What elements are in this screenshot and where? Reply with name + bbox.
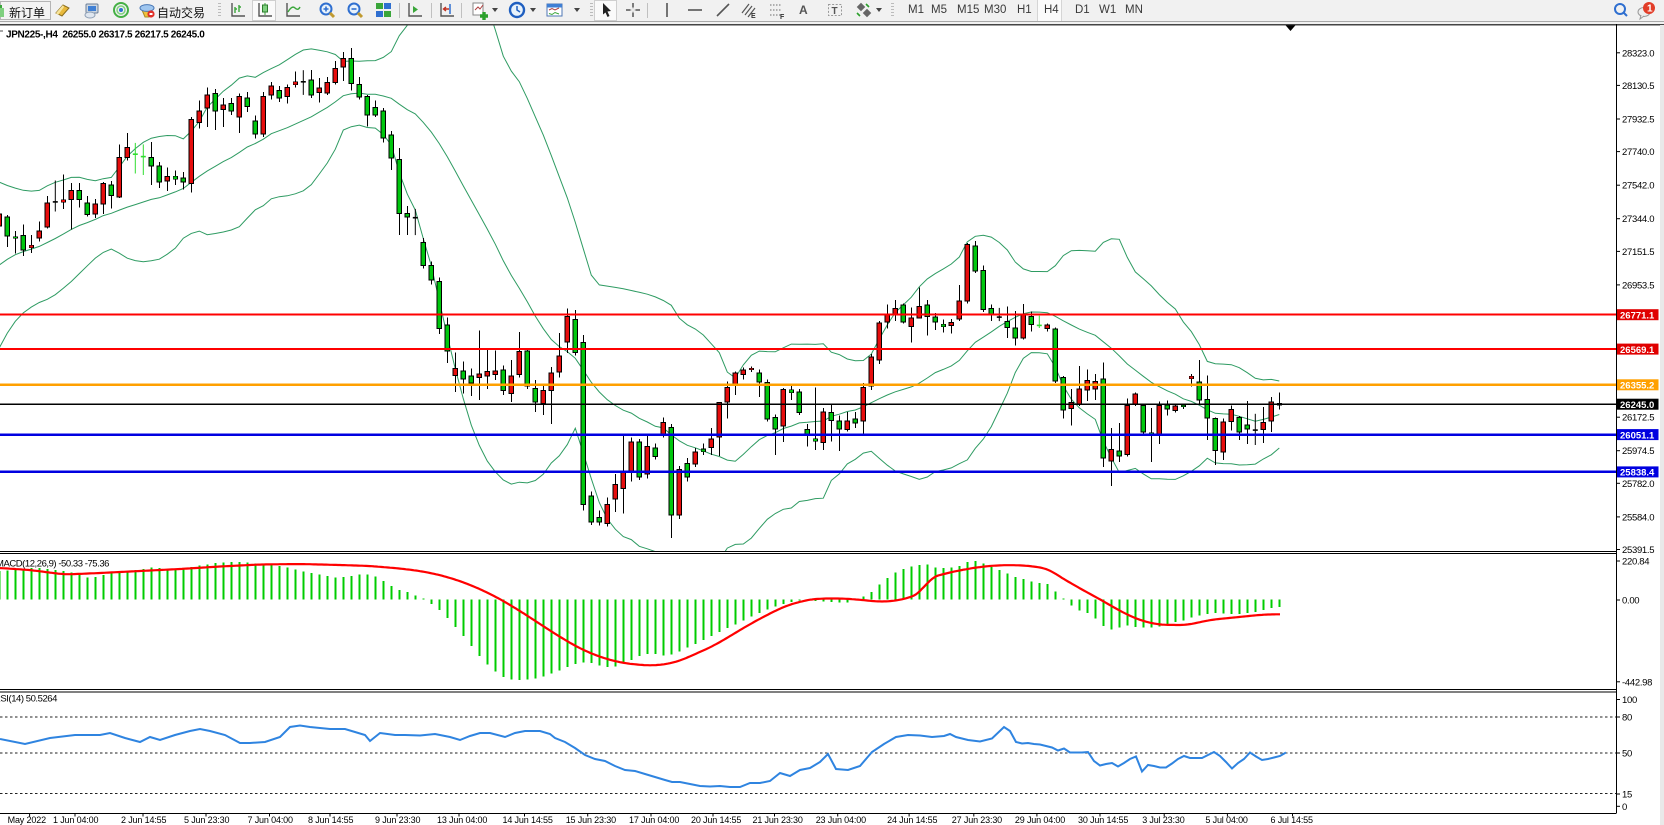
svg-text:15: 15 [1622, 790, 1632, 801]
svg-text:T: T [832, 6, 838, 17]
svg-text:80: 80 [1622, 713, 1632, 724]
svg-text:-442.98: -442.98 [1622, 677, 1652, 688]
svg-text:30 Jun 14:55: 30 Jun 14:55 [1078, 815, 1128, 825]
svg-text:26051.1: 26051.1 [1620, 430, 1655, 441]
svg-text:24 Jun 14:55: 24 Jun 14:55 [887, 815, 937, 825]
svg-text:E: E [751, 13, 756, 20]
svg-text:RSI(14) 50.5264: RSI(14) 50.5264 [0, 694, 57, 705]
svg-text:0: 0 [1622, 802, 1627, 813]
svg-text:2 Jun 14:55: 2 Jun 14:55 [121, 815, 167, 825]
svg-text:21 Jun 23:30: 21 Jun 23:30 [753, 815, 803, 825]
svg-text:3 Jul 23:30: 3 Jul 23:30 [1142, 815, 1185, 825]
svg-text:27542.0: 27542.0 [1622, 181, 1654, 192]
svg-text:50: 50 [1622, 749, 1632, 760]
svg-text:17 Jun 04:00: 17 Jun 04:00 [629, 815, 679, 825]
svg-text:28323.0: 28323.0 [1622, 48, 1654, 59]
svg-text:27 Jun 23:30: 27 Jun 23:30 [952, 815, 1002, 825]
svg-text:26953.5: 26953.5 [1622, 280, 1654, 291]
svg-text:28130.5: 28130.5 [1622, 81, 1654, 92]
svg-text:27740.0: 27740.0 [1622, 147, 1654, 158]
svg-text:May 2022: May 2022 [8, 815, 46, 825]
svg-text:13 Jun 04:00: 13 Jun 04:00 [437, 815, 487, 825]
svg-text:JPN225-,H4 26255.0 26317.5 26: JPN225-,H4 26255.0 26317.5 26217.5 26245… [6, 30, 205, 41]
svg-text:27344.0: 27344.0 [1622, 214, 1654, 225]
svg-text:25782.0: 25782.0 [1622, 479, 1654, 490]
svg-text:27932.5: 27932.5 [1622, 115, 1654, 126]
svg-text:5 Jun 23:30: 5 Jun 23:30 [184, 815, 230, 825]
svg-text:7 Jun 04:00: 7 Jun 04:00 [248, 815, 294, 825]
svg-text:5 Jul 04:00: 5 Jul 04:00 [1205, 815, 1248, 825]
svg-text:14 Jun 14:55: 14 Jun 14:55 [503, 815, 553, 825]
svg-text:MACD(12,26,9) -50.33 -75.36: MACD(12,26,9) -50.33 -75.36 [0, 559, 109, 570]
svg-text:8 Jun 14:55: 8 Jun 14:55 [308, 815, 354, 825]
svg-text:100: 100 [1622, 695, 1637, 706]
svg-text:26771.1: 26771.1 [1620, 311, 1655, 322]
svg-text:23 Jun 04:00: 23 Jun 04:00 [816, 815, 866, 825]
svg-text:F: F [780, 14, 785, 21]
svg-text:26569.1: 26569.1 [1620, 345, 1655, 356]
svg-text:9 Jun 23:30: 9 Jun 23:30 [375, 815, 421, 825]
svg-text:6 Jul 14:55: 6 Jul 14:55 [1271, 815, 1314, 825]
svg-text:1: 1 [1647, 4, 1653, 15]
svg-text:29 Jun 04:00: 29 Jun 04:00 [1015, 815, 1065, 825]
svg-text:1 Jun 04:00: 1 Jun 04:00 [53, 815, 99, 825]
svg-text:15 Jun 23:30: 15 Jun 23:30 [566, 815, 616, 825]
svg-text:27151.5: 27151.5 [1622, 247, 1654, 258]
svg-text:26245.0: 26245.0 [1620, 400, 1654, 411]
svg-text:26172.5: 26172.5 [1622, 413, 1654, 424]
svg-text:26355.2: 26355.2 [1620, 381, 1654, 392]
svg-text:25391.5: 25391.5 [1622, 545, 1654, 556]
svg-text:20 Jun 14:55: 20 Jun 14:55 [691, 815, 741, 825]
svg-text:220.84: 220.84 [1622, 557, 1649, 568]
svg-text:25974.5: 25974.5 [1622, 446, 1654, 457]
svg-text:0.00: 0.00 [1622, 596, 1639, 607]
svg-text:25584.0: 25584.0 [1622, 512, 1654, 523]
svg-text:25838.4: 25838.4 [1620, 468, 1655, 479]
